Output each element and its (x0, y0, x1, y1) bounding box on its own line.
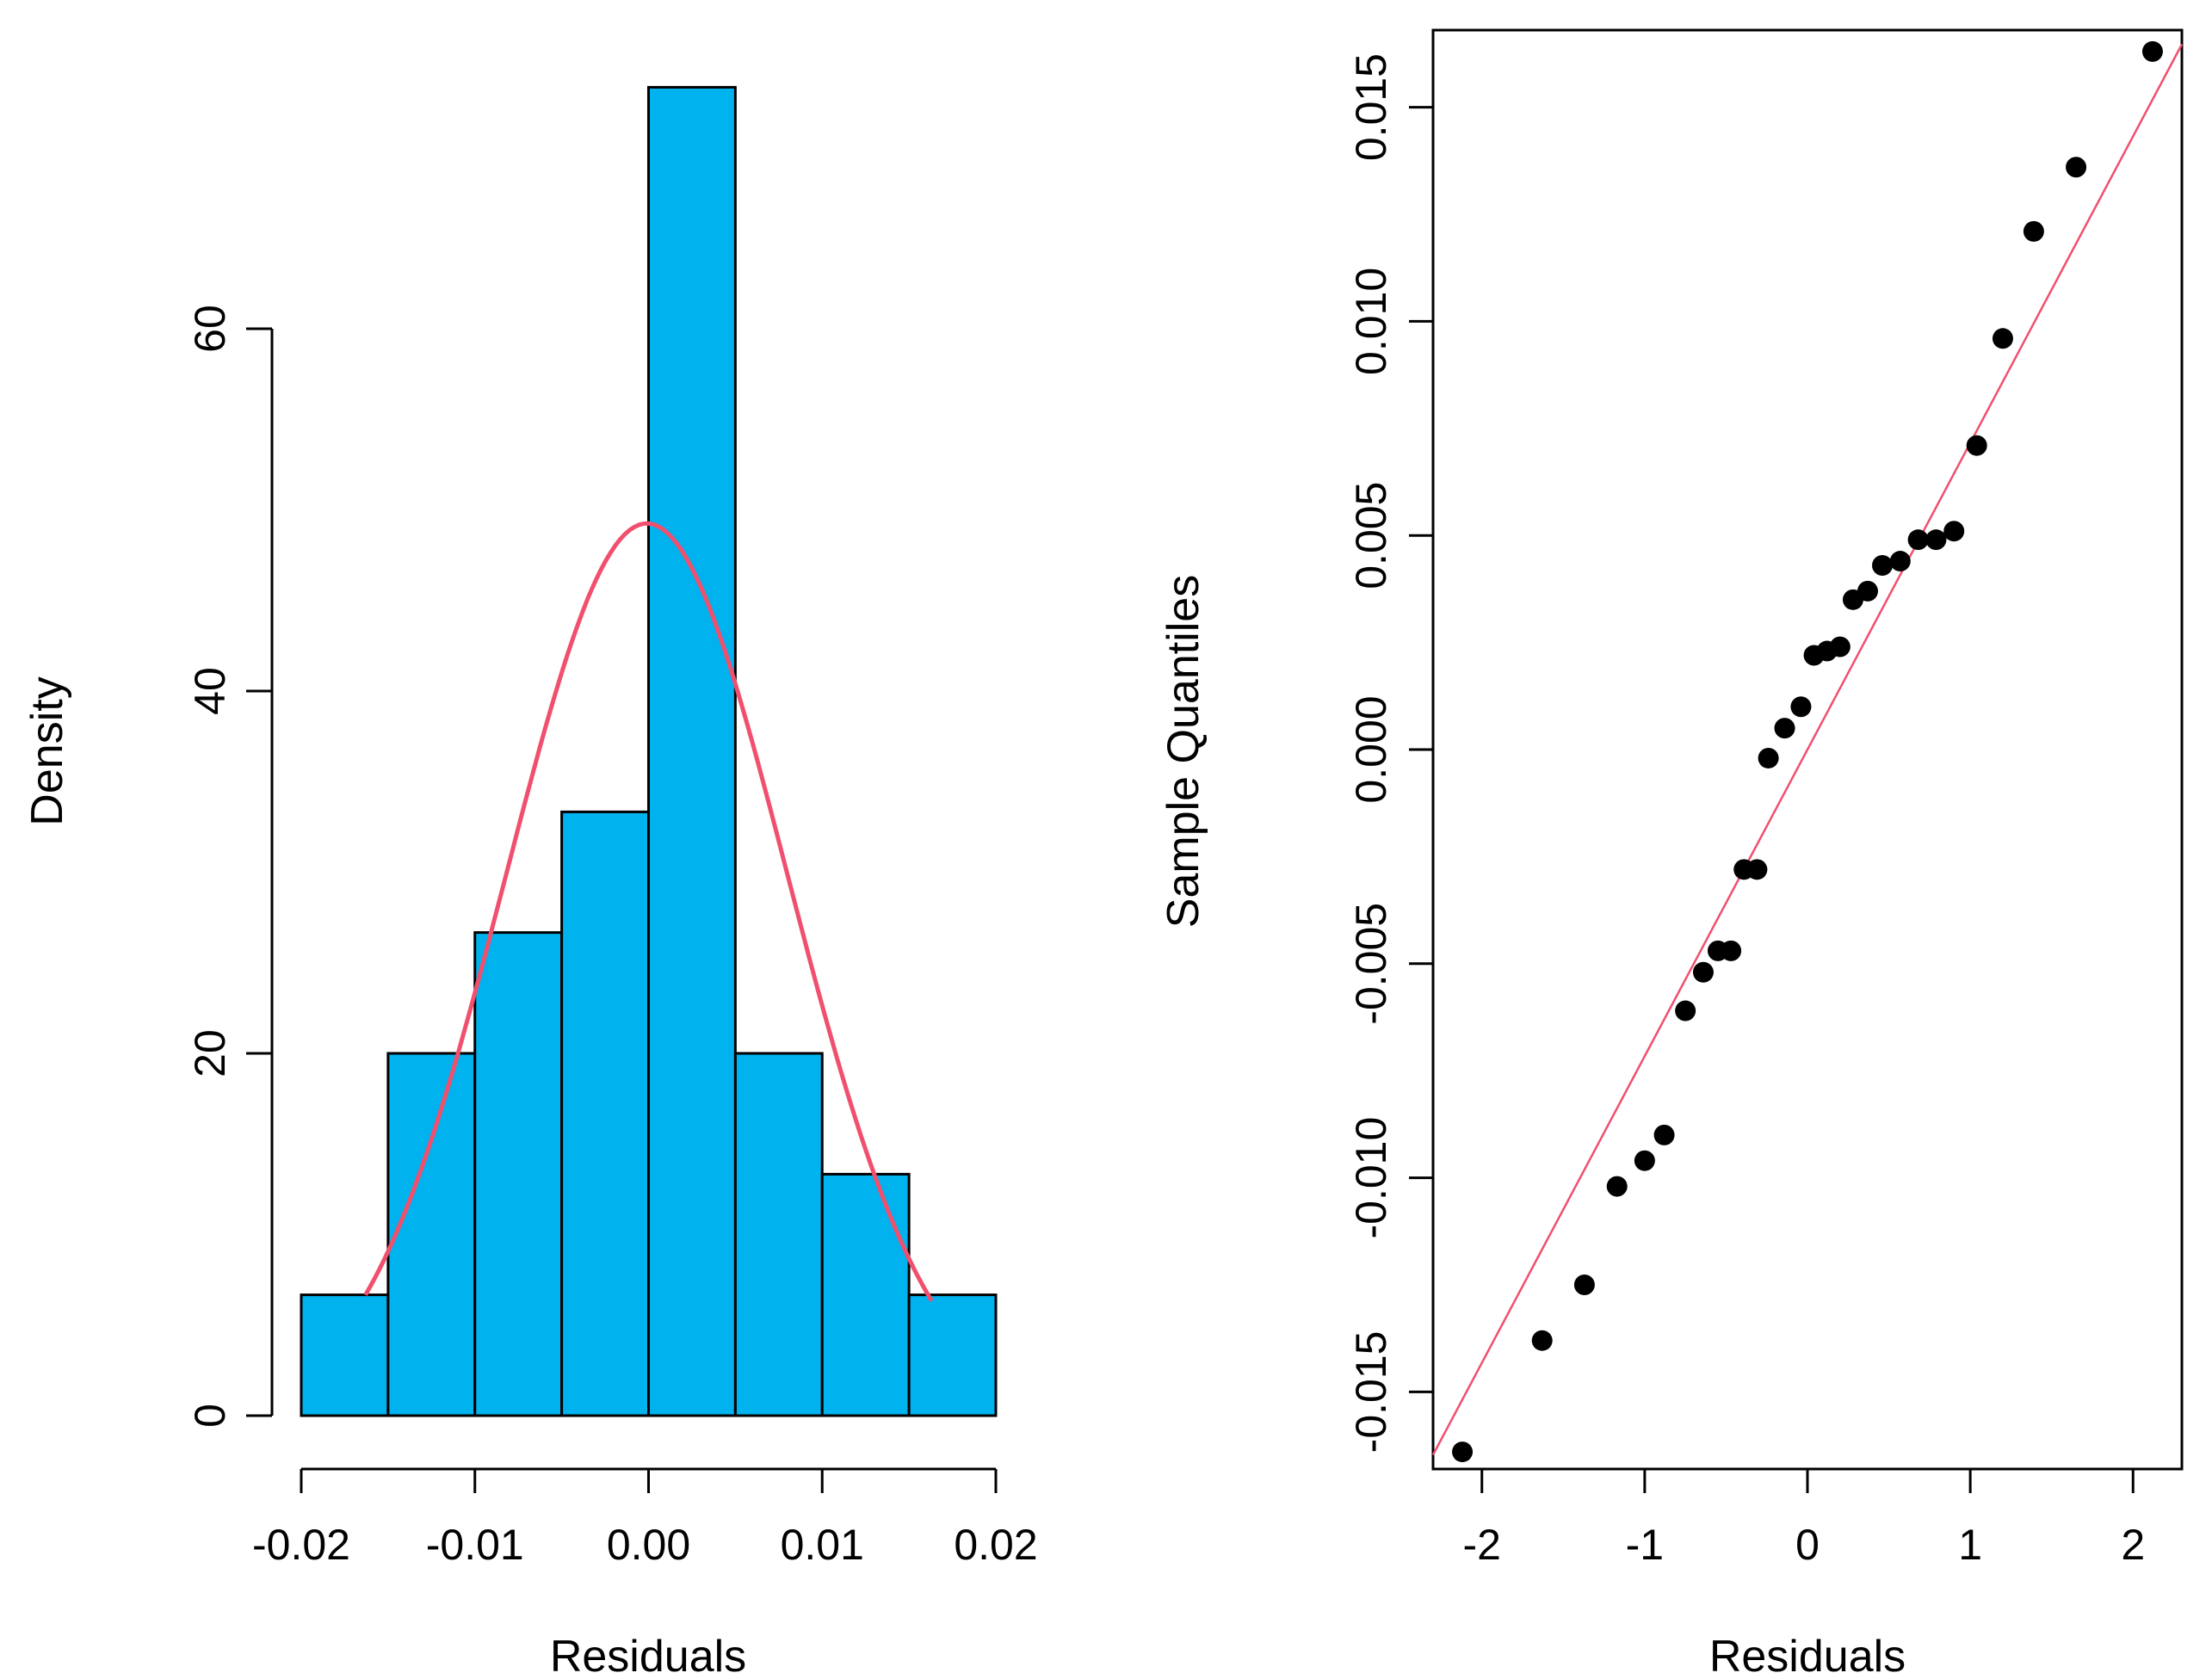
histogram-y-axis-title: Density (22, 676, 72, 825)
qq-point-22 (1889, 551, 1911, 572)
histogram-bar-4 (560, 810, 650, 1417)
density-curve (363, 521, 934, 1302)
qq-point-10 (1721, 940, 1742, 961)
qq-y-tick-label: 0.000 (1347, 695, 1395, 803)
qq-x-tick-label: -2 (1463, 1521, 1501, 1569)
qq-point-1 (1452, 1441, 1474, 1463)
qq-point-21 (1872, 555, 1893, 577)
qq-y-tick-label: -0.010 (1347, 1117, 1395, 1239)
qq-x-tick-label: 0 (1795, 1521, 1820, 1569)
histogram-y-tick-label: 0 (186, 1404, 234, 1428)
qq-y-tick-label: 0.015 (1347, 53, 1395, 161)
qq-y-axis-title: Sample Quantiles (1159, 575, 1208, 928)
qq-point-29 (2066, 157, 2087, 178)
qq-points (1452, 40, 2163, 1463)
histogram-x-tick-label: 0.00 (607, 1521, 690, 1569)
qq-point-26 (1966, 435, 1987, 456)
qq-x-tick-label: -1 (1626, 1521, 1664, 1569)
qq-x-tick-label: 2 (2121, 1521, 2145, 1569)
histogram-bar-3 (473, 931, 564, 1417)
histogram-bar-7 (820, 1172, 911, 1417)
qq-x-axis: -2 -1 0 1 2 (1463, 1469, 2145, 1569)
qq-point-28 (2023, 220, 2044, 242)
qq-y-tick-label: 0.005 (1347, 482, 1395, 590)
qq-point-15 (1790, 696, 1812, 718)
qq-point-24 (1925, 529, 1947, 551)
qq-point-4 (1606, 1176, 1628, 1197)
qq-y-tick-label: -0.005 (1347, 903, 1395, 1025)
qq-point-27 (1992, 328, 2013, 349)
histogram-bar-1 (300, 1293, 390, 1417)
histogram-bar-2 (386, 1052, 477, 1417)
histogram-x-tick-label: -0.02 (252, 1521, 350, 1569)
histogram-bars (300, 85, 998, 1417)
histogram-y-axis: 0 20 40 60 (186, 305, 274, 1428)
qq-plot-panel: -0.015 -0.010 -0.005 0.000 0.005 0.010 0.015 -… (1159, 28, 2184, 1679)
qq-point-20 (1857, 580, 1878, 602)
qq-point-7 (1675, 1000, 1696, 1022)
qq-point-18 (1829, 636, 1851, 657)
histogram-x-tick-label: -0.01 (426, 1521, 524, 1569)
qq-point-23 (1907, 529, 1929, 551)
qq-point-12 (1746, 859, 1768, 880)
histogram-bar-5 (647, 85, 737, 1417)
qq-x-axis-title: Residuals (1709, 1632, 1906, 1679)
qq-point-13 (1758, 747, 1779, 769)
histogram-x-tick-label: 0.01 (781, 1521, 864, 1569)
qq-point-6 (1653, 1124, 1675, 1145)
histogram-bar-6 (733, 1052, 824, 1417)
histogram-x-tick-label: 0.02 (954, 1521, 1037, 1569)
qq-point-3 (1573, 1275, 1595, 1296)
qq-y-axis: -0.015 -0.010 -0.005 0.000 0.005 0.010 0.015 (1347, 53, 1433, 1453)
qq-reference-line (1431, 43, 2184, 1456)
qq-y-tick-label: -0.015 (1347, 1331, 1395, 1454)
histogram-bar-8 (907, 1293, 998, 1417)
qq-point-2 (1531, 1330, 1553, 1351)
qq-point-30 (2141, 40, 2163, 62)
histogram-panel: 0 20 40 60 -0.02 -0.01 0.00 0.01 0.02 Residuals… (22, 85, 1038, 1679)
histogram-y-tick-label: 60 (186, 305, 234, 353)
histogram-y-tick-label: 40 (186, 667, 234, 715)
histogram-y-tick-label: 20 (186, 1029, 234, 1077)
qq-point-5 (1634, 1150, 1655, 1171)
qq-y-tick-label: 0.010 (1347, 268, 1395, 375)
qq-point-25 (1943, 521, 1965, 542)
qq-point-14 (1774, 718, 1795, 739)
qq-point-8 (1692, 961, 1714, 983)
histogram-x-axis-title: Residuals (550, 1632, 746, 1679)
histogram-x-axis: -0.02 -0.01 0.00 0.01 0.02 (252, 1467, 1038, 1569)
qq-x-tick-label: 1 (1958, 1521, 1982, 1569)
